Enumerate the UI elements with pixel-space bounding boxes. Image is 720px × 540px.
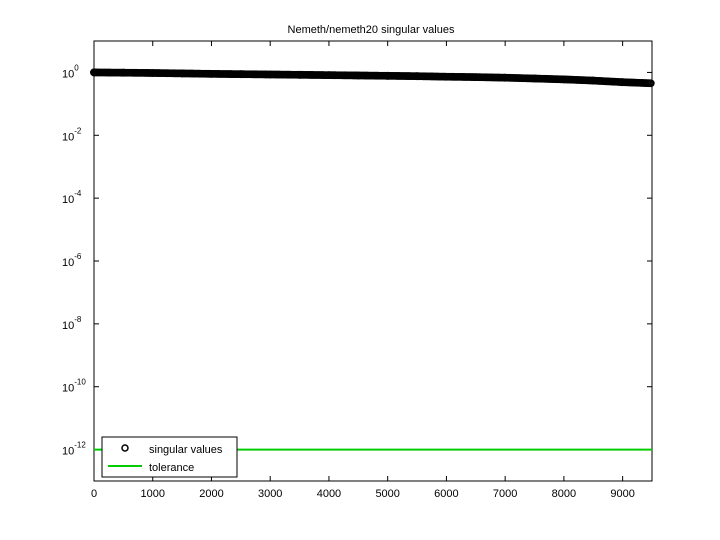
singular-value-point — [589, 76, 598, 85]
y-tick-label: 10-10 — [62, 378, 86, 395]
y-tick-label: 10-6 — [62, 252, 82, 269]
singular-value-point — [148, 69, 157, 77]
singular-value-point — [236, 70, 245, 79]
legend-label-tolerance: tolerance — [149, 462, 194, 474]
singular-value-point — [119, 68, 128, 77]
singular-value-point — [383, 71, 392, 80]
plot-area — [93, 40, 653, 482]
singular-value-point — [646, 79, 655, 88]
x-tick-label: 2000 — [199, 488, 223, 500]
legend-box — [101, 436, 238, 478]
singular-value-point — [354, 71, 363, 80]
singular-value-point — [178, 69, 187, 78]
singular-value-point — [413, 72, 421, 81]
singular-value-point — [501, 73, 510, 82]
singular-value-point — [471, 73, 480, 82]
chart-title: Nemeth/nemeth20 singular values — [288, 24, 455, 36]
x-tick-label: 0 — [91, 488, 97, 500]
y-tick-label: 10-2 — [62, 126, 82, 143]
y-axis: 100 10-2 10-4 10-6 10-8 10-10 10-12 — [62, 63, 652, 458]
y-tick-label: 100 — [62, 63, 79, 80]
x-tick-label: 5000 — [375, 488, 399, 500]
y-tick-label: 10-4 — [62, 189, 82, 206]
x-tick-label: 9000 — [610, 488, 634, 500]
singular-value-point — [618, 78, 627, 87]
legend-label-singular-values: singular values — [149, 444, 223, 456]
x-tick-label: 1000 — [140, 488, 164, 500]
singular-value-point — [325, 71, 333, 80]
singular-value-point — [295, 70, 304, 79]
legend-marker-singular-values — [121, 444, 129, 452]
singular-value-point — [207, 69, 216, 78]
y-tick-label: 10-8 — [62, 315, 82, 332]
singular-value-point — [90, 68, 98, 77]
x-axis: 0 1000 2000 3000 4000 5000 6000 7000 8000 9000 — [91, 41, 635, 500]
x-tick-label: 8000 — [552, 488, 576, 500]
x-tick-label: 4000 — [317, 488, 341, 500]
singular-value-point — [266, 70, 275, 79]
x-tick-label: 3000 — [258, 488, 282, 500]
singular-value-point — [530, 74, 539, 83]
y-tick-label: 10-12 — [62, 441, 86, 458]
x-tick-label: 7000 — [493, 488, 517, 500]
singular-value-point — [559, 75, 568, 84]
x-tick-label: 6000 — [434, 488, 458, 500]
singular-value-point — [442, 72, 451, 81]
legend: singular values tolerance — [101, 436, 238, 478]
series-layer — [90, 68, 655, 451]
